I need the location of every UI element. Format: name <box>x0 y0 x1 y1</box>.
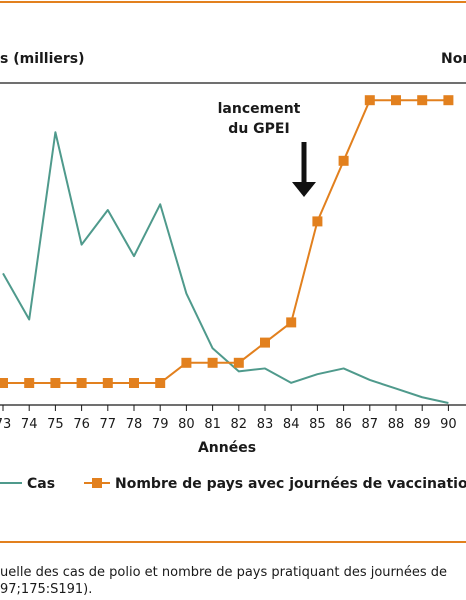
pays-marker-87 <box>364 95 375 106</box>
pays-marker-90 <box>443 95 454 106</box>
x-tick-label-81: 81 <box>204 417 221 432</box>
series-line-cas <box>2 131 449 404</box>
pays-marker-77 <box>102 378 113 388</box>
x-tick-label-85: 85 <box>309 417 326 432</box>
x-tick-label-80: 80 <box>178 417 195 432</box>
caption-line-2: 97;175:S191). <box>0 582 93 597</box>
pays-marker-78 <box>129 378 139 388</box>
y-right-axis-label: Nom <box>441 51 466 67</box>
figure-caption: uelle des cas de polio et nombre de pays… <box>0 564 466 598</box>
pays-marker-84 <box>286 317 297 328</box>
pays-marker-79 <box>155 378 166 388</box>
pays-marker-81 <box>207 357 218 368</box>
legend-label-pays: Nombre de pays avec journées de vaccinat… <box>115 476 466 492</box>
caption-line-1: uelle des cas de polio et nombre de pays… <box>0 565 448 580</box>
legend-item-cas: Cas <box>0 476 55 492</box>
x-tick-label-86: 86 <box>335 417 352 432</box>
annotation-arrow-head <box>292 182 316 197</box>
pays-marker-76 <box>76 378 87 388</box>
x-tick-label-79: 79 <box>152 417 169 432</box>
x-tick-label-84: 84 <box>283 417 300 432</box>
pays-marker-75 <box>50 378 61 388</box>
x-tick-label-73: 73 <box>0 417 11 432</box>
x-tick-label-75: 75 <box>47 417 64 432</box>
pays-marker-89 <box>417 95 428 106</box>
x-tick-label-89: 89 <box>414 417 431 432</box>
y-left-axis-label: s (milliers) <box>0 51 85 67</box>
plot-area <box>0 95 454 404</box>
x-tick-label-76: 76 <box>73 417 90 432</box>
x-tick-label-87: 87 <box>362 417 379 432</box>
pays-marker-73 <box>0 378 8 388</box>
x-tick-label-77: 77 <box>100 417 117 432</box>
annotation-line-1: lancement <box>218 101 301 117</box>
chart: s (milliers) Nom lancement du GPEI 73747… <box>0 51 466 492</box>
legend-item-pays: Nombre de pays avec journées de vaccinat… <box>84 476 466 492</box>
legend-swatch-pays-marker <box>92 478 102 488</box>
annotation-line-2: du GPEI <box>228 121 289 137</box>
pays-marker-74 <box>24 378 35 388</box>
x-tick-label-78: 78 <box>126 417 143 432</box>
pays-marker-80 <box>181 357 192 368</box>
x-axis: 73 74 75 76 77 78 79 80 81 82 83 84 85 86 87 88 89 90 <box>0 404 466 432</box>
pays-marker-85 <box>312 216 323 227</box>
x-tick-label-74: 74 <box>21 417 38 432</box>
annotation-gpei: lancement du GPEI <box>218 101 316 197</box>
top-rule <box>0 1 466 3</box>
bottom-rule <box>0 541 466 543</box>
x-tick-label-82: 82 <box>231 417 248 432</box>
pays-marker-82 <box>233 357 244 368</box>
x-tick-label-83: 83 <box>257 417 274 432</box>
legend: Cas Nombre de pays avec journées de vacc… <box>0 476 466 492</box>
x-axis-label: Années <box>198 440 256 456</box>
pays-marker-83 <box>260 337 270 348</box>
series-line-pays <box>3 99 449 384</box>
legend-label-cas: Cas <box>27 476 55 492</box>
x-tick-label-88: 88 <box>388 417 405 432</box>
pays-marker-86 <box>338 155 349 166</box>
x-tick-label-90: 90 <box>440 417 457 432</box>
pays-marker-88 <box>391 95 401 106</box>
